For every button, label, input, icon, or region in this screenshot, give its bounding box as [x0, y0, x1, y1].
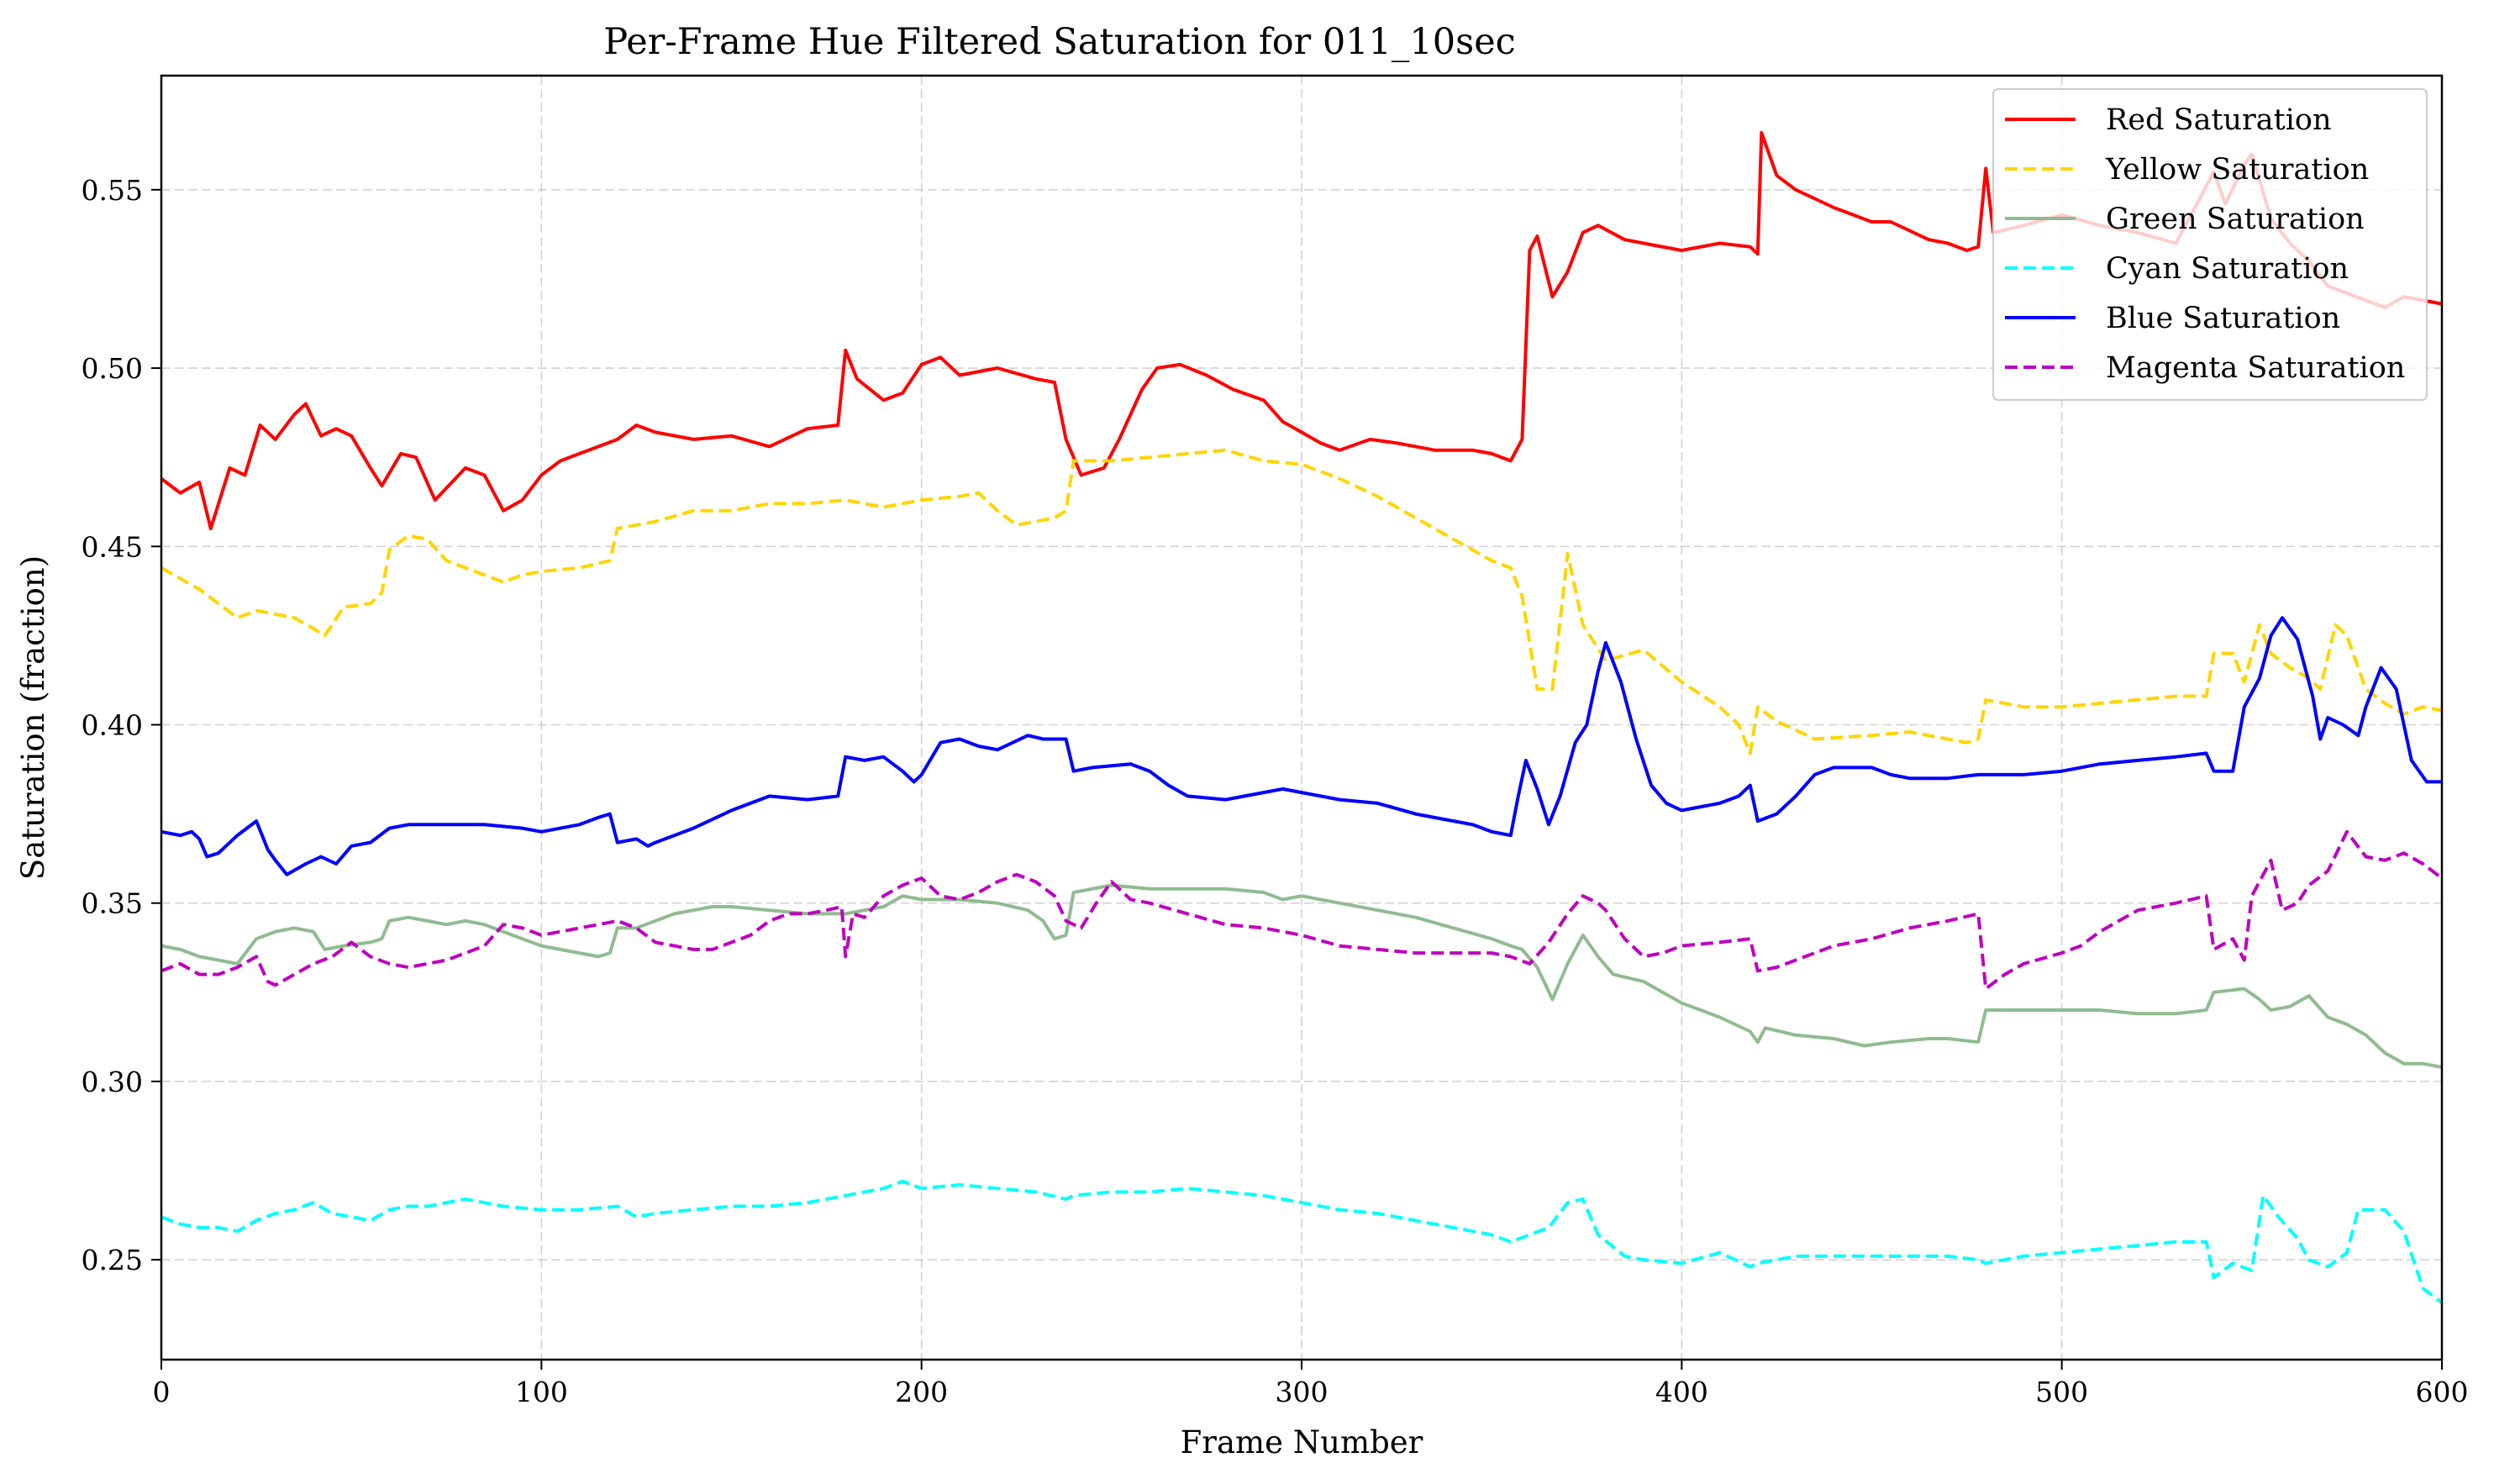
y-tick-label: 0.55 [82, 174, 143, 207]
x-tick-label: 400 [1655, 1376, 1708, 1408]
legend-label: Red Saturation [2106, 103, 2332, 137]
y-tick-label: 0.25 [82, 1244, 143, 1276]
x-axis-ticks: 0 100 200 300 400 500 600 [153, 1360, 2469, 1408]
x-tick-label: 300 [1276, 1376, 1329, 1408]
y-axis-label: Saturation (fraction) [15, 555, 51, 880]
x-tick-label: 600 [2416, 1376, 2469, 1408]
series-line-magenta-saturation [160, 829, 2444, 991]
legend-label: Cyan Saturation [2106, 252, 2349, 286]
series-line-yellow-saturation [160, 448, 2443, 755]
legend-label: Magenta Saturation [2106, 351, 2405, 385]
y-axis-ticks: 0.25 0.30 0.35 0.40 0.45 0.50 0.55 [82, 174, 161, 1276]
x-axis-label: Frame Number [1181, 1424, 1423, 1460]
y-tick-label: 0.35 [82, 887, 143, 920]
x-tick-label: 200 [895, 1376, 948, 1408]
y-tick-label: 0.40 [82, 708, 143, 741]
series-lines [160, 130, 2444, 1304]
x-tick-label: 100 [515, 1376, 568, 1408]
legend-box [1992, 88, 2428, 401]
x-tick-label: 500 [2035, 1376, 2088, 1408]
chart-title: Per-Frame Hue Filtered Saturation for 01… [603, 21, 1515, 63]
series-line-green-saturation [160, 883, 2443, 1069]
y-tick-label: 0.30 [82, 1066, 143, 1098]
y-tick-label: 0.50 [82, 352, 143, 385]
legend: Red Saturation Yellow Saturation Green Sat… [1992, 88, 2428, 401]
legend-label: Blue Saturation [2106, 302, 2340, 335]
series-line-cyan-saturation [160, 1179, 2444, 1304]
legend-label: Yellow Saturation [2105, 153, 2369, 187]
x-tick-label: 0 [153, 1376, 171, 1408]
legend-label: Green Saturation [2106, 203, 2365, 236]
series-line-blue-saturation [160, 616, 2442, 876]
y-tick-label: 0.45 [82, 530, 143, 563]
